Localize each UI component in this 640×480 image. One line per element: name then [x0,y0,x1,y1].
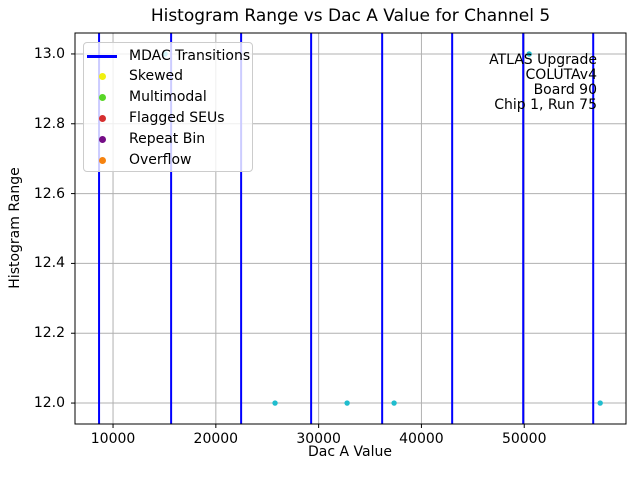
legend-dot-swatch [99,157,106,164]
annotation-line: Chip 1, Run 75 [494,97,597,113]
y-tick-label: 13.0 [33,45,65,62]
legend-line-swatch [87,54,117,58]
annotation-line: ATLAS Upgrade [489,52,597,68]
scatter-point [272,400,278,406]
legend-dot-swatch [99,115,106,123]
legend-item: MDAC Transitions [84,46,252,67]
chart-title: Histogram Range vs Dac A Value for Chann… [150,6,551,26]
y-tick-label: 12.6 [33,185,65,202]
legend-item: Skewed [84,66,252,87]
x-tick-label: 10000 [90,431,136,447]
x-tick-label: 20000 [193,431,239,447]
scatter-point [391,400,397,406]
y-tick-label: 12.4 [33,255,65,272]
legend-item-label: MDAC Transitions [129,47,251,64]
legend-item: Multimodal [84,87,252,108]
legend-item-label: Overflow [129,152,192,168]
legend-item-label: Flagged SEUs [129,110,225,127]
x-tick-label: 50000 [501,431,547,447]
legend-item: Overflow [84,150,252,171]
y-tick-label: 12.2 [33,325,65,342]
legend: MDAC Transitions Skewed Multimodal Flagged … [83,42,253,172]
scatter-point [526,51,532,57]
legend-dot-swatch [99,136,106,144]
y-tick-label: 12.8 [33,115,65,132]
legend-dot-swatch [99,94,106,102]
x-tick-label: 40000 [399,431,444,447]
x-tick-label: 30000 [296,431,341,447]
axes-spines [74,32,627,425]
legend-item-label: Repeat Bin [129,131,206,148]
scatter-point [597,400,603,406]
legend-item: Repeat Bin [84,129,252,150]
y-tick-label: 12.0 [33,395,65,412]
annotation-line: COLUTAv4 [525,67,597,83]
scatter-point [344,400,350,406]
annotation-text: ATLAS Upgrade COLUTAv4 Board 90 Chip 1, Run… [489,53,597,113]
legend-item-label: Multimodal [129,89,207,106]
x-axis-label: Dac A Value [308,444,392,460]
legend-dot-swatch [99,73,106,81]
y-axis-label: Histogram Range [7,167,23,289]
legend-item-label: Skewed [129,68,184,85]
annotation-line: Board 90 [533,82,597,98]
legend-item: Flagged SEUs [84,108,252,129]
